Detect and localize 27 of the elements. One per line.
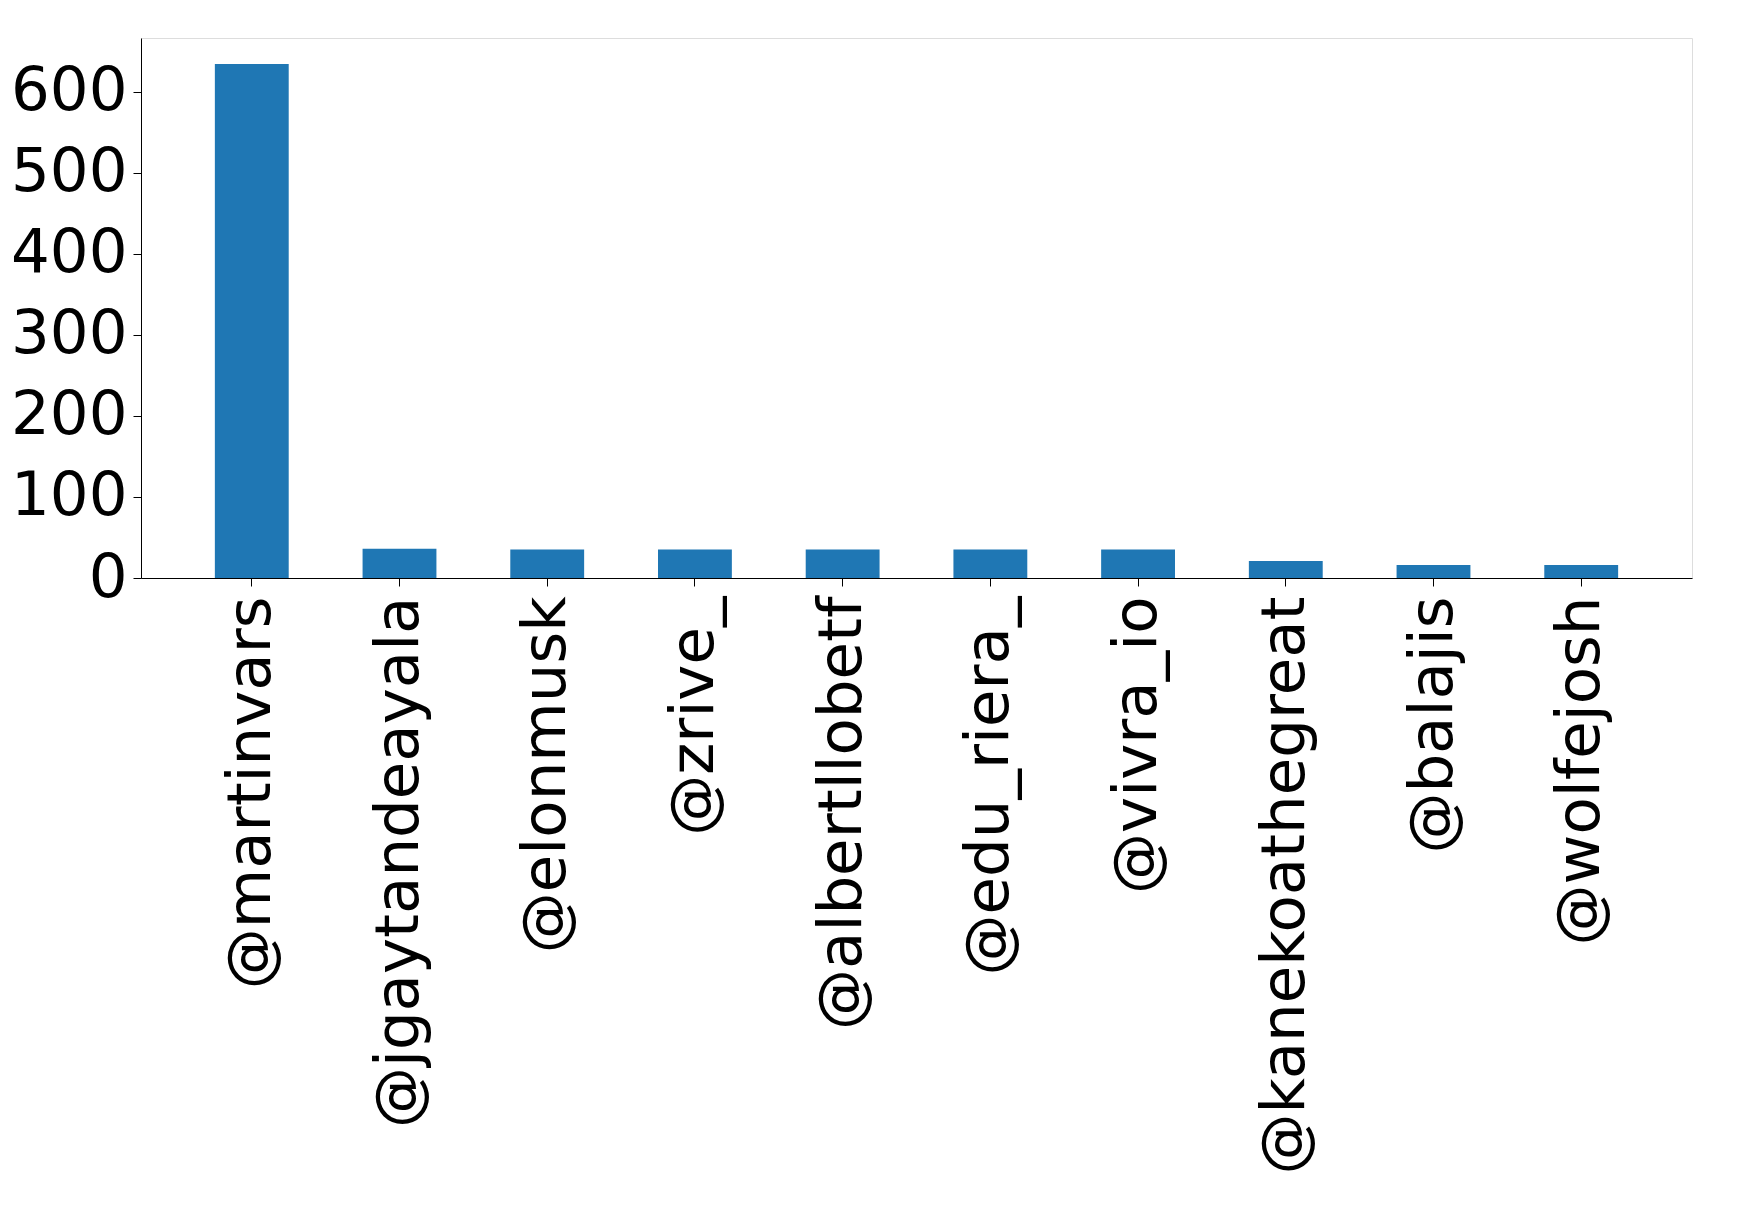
bar <box>805 549 880 578</box>
bar <box>953 549 1028 578</box>
bar <box>510 549 585 578</box>
bar <box>214 63 289 578</box>
bar <box>1248 560 1323 578</box>
y-tick-label: 600 <box>11 53 128 125</box>
y-tick-label: 0 <box>88 539 128 611</box>
y-tick-label: 100 <box>11 458 128 530</box>
bar <box>1396 565 1471 578</box>
x-tick-label: @vivra_io <box>1099 596 1171 894</box>
x-tick-label: @balajis <box>1394 596 1466 854</box>
x-tick-label: @zrive_ <box>655 595 727 836</box>
x-tick-label: @albertllobetf <box>803 594 875 1030</box>
x-tick-label: @kanekoathegreat <box>1246 596 1318 1175</box>
x-tick-label: @jgaytandeayala <box>360 596 432 1129</box>
bar <box>1101 549 1175 578</box>
y-tick-label: 200 <box>11 377 128 449</box>
x-tick-label: @wolfejosh <box>1542 596 1614 946</box>
y-tick-label: 500 <box>11 134 128 206</box>
bar <box>658 549 732 578</box>
x-tick-label: @martinvars <box>212 596 284 990</box>
y-tick-label: 300 <box>11 296 128 368</box>
bar <box>1544 565 1619 578</box>
bar <box>362 548 437 578</box>
x-tick-label: @edu_riera_ <box>951 595 1023 976</box>
x-tick-label: @elonmusk <box>508 595 580 954</box>
y-tick-label: 400 <box>11 215 128 287</box>
